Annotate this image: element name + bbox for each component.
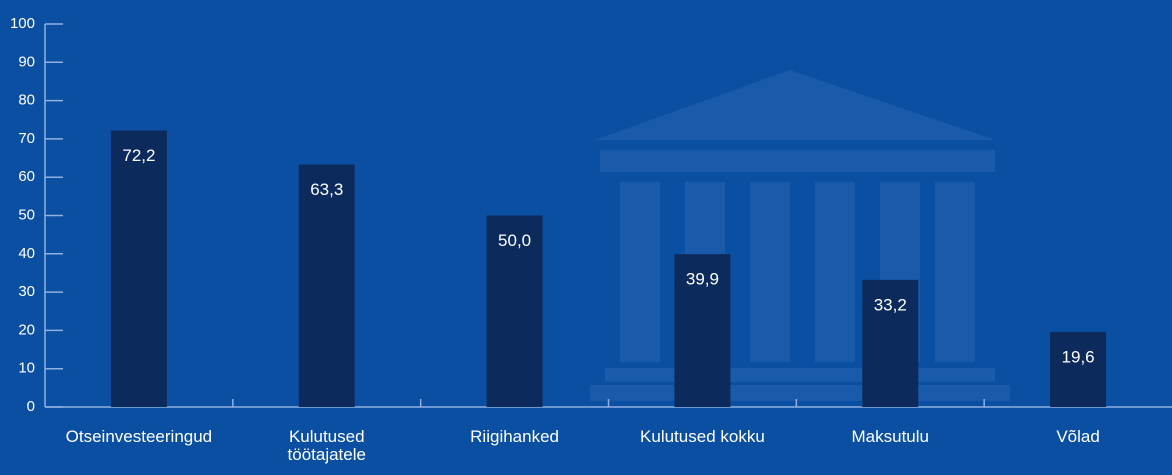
x-tick-label: Maksutulu xyxy=(851,427,929,446)
y-tick-label: 40 xyxy=(18,245,35,262)
y-tick-label: 80 xyxy=(18,92,35,109)
value-label: 63,3 xyxy=(310,180,343,199)
y-tick-label: 30 xyxy=(18,283,35,300)
bar xyxy=(110,130,167,407)
bar xyxy=(298,164,355,407)
bar xyxy=(862,279,919,407)
y-tick-label: 10 xyxy=(18,360,35,377)
x-tick-label: Otseinvesteeringud xyxy=(65,427,213,446)
y-tick-label: 20 xyxy=(18,321,35,338)
value-label: 72,2 xyxy=(122,146,155,165)
x-tick-label: Võlad xyxy=(1056,427,1100,446)
value-label: 39,9 xyxy=(686,270,719,289)
y-tick-label: 100 xyxy=(10,15,35,32)
bar xyxy=(1050,331,1107,407)
value-label: 50,0 xyxy=(498,231,531,250)
bar xyxy=(674,254,731,407)
x-tick-label: Kulutused kokku xyxy=(640,427,765,446)
y-tick-label: 60 xyxy=(18,168,35,185)
bar xyxy=(486,215,543,407)
value-label: 19,6 xyxy=(1062,347,1095,366)
x-tick-label: Kulutused töötajatele xyxy=(287,427,366,464)
y-tick-label: 70 xyxy=(18,130,35,147)
x-tick-label: Riigihanked xyxy=(470,427,559,446)
value-label: 33,2 xyxy=(874,295,907,314)
background-building xyxy=(590,70,1010,401)
y-tick-label: 0 xyxy=(27,398,35,415)
y-tick-label: 50 xyxy=(18,206,35,223)
y-tick-label: 90 xyxy=(18,53,35,70)
